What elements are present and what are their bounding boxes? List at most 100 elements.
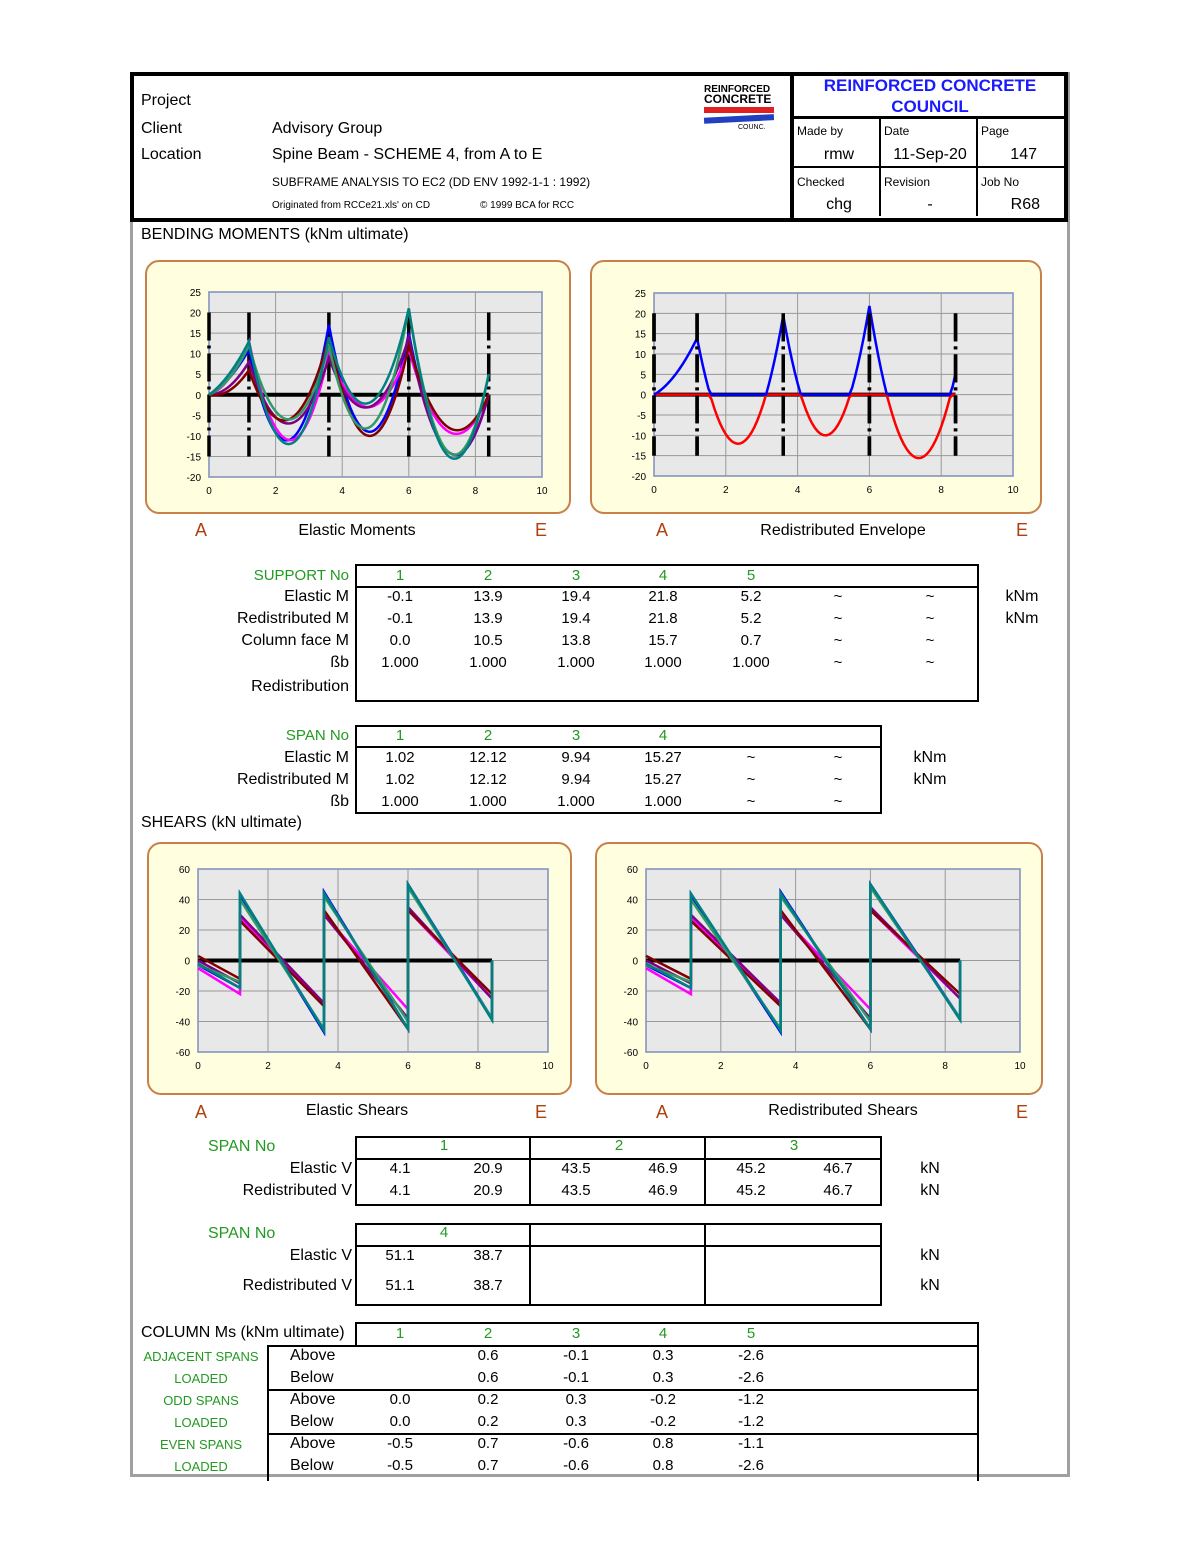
divider	[792, 116, 1064, 119]
support-a-label: A	[194, 1102, 208, 1122]
cell-value: ~	[833, 793, 843, 810]
divider	[704, 1223, 706, 1304]
date-value: 11-Sep-20	[893, 146, 967, 163]
cell-value: 21.8	[648, 610, 678, 627]
support-e-label: E	[1015, 1102, 1029, 1122]
span-number: 3	[571, 727, 581, 744]
y-tick-label: -20	[176, 987, 191, 998]
column-number: 3	[571, 1325, 581, 1342]
divider	[704, 1136, 706, 1204]
unit-label: kNm	[1005, 610, 1039, 627]
row-label: Redistributed V	[242, 1277, 352, 1294]
cell-value: 0.6	[477, 1347, 499, 1364]
group-label: LOADED	[174, 1371, 228, 1386]
row-label: Redistributed M	[236, 610, 349, 627]
support-number: 4	[658, 567, 668, 584]
made-by-value: rmw	[823, 146, 855, 163]
span-number: 4	[439, 1224, 449, 1241]
y-tick-label: 0	[195, 391, 201, 402]
group-label: EVEN SPANS	[159, 1437, 243, 1452]
y-tick-label: 0	[640, 391, 646, 402]
x-tick-label: 2	[273, 486, 279, 497]
job-value: R68	[1010, 196, 1040, 213]
svg-text:COUNC.: COUNC.	[738, 124, 766, 130]
cell-value: 45.2	[736, 1182, 766, 1199]
cell-value: 4.1	[389, 1160, 411, 1177]
column-ms-title: COLUMN Ms (kNm ultimate)	[141, 1324, 345, 1341]
group-label: LOADED	[174, 1459, 228, 1474]
span-number: 2	[483, 727, 493, 744]
series-line-5	[208, 308, 490, 461]
unit-label: kN	[920, 1182, 940, 1199]
cell-value: -0.1	[563, 1369, 589, 1386]
cell-value: 20.9	[473, 1160, 503, 1177]
cell-value: 13.9	[473, 610, 503, 627]
unit-label: kNm	[1005, 588, 1039, 605]
divider	[529, 1223, 531, 1304]
redistributed-envelope-chart: 0 2 4 6 8 10 -20 -15 -10 -5 0 5 10 15 20 25	[590, 260, 1042, 514]
cell-value: ~	[746, 793, 756, 810]
y-tick-label: 15	[190, 329, 202, 340]
cell-value: 1.000	[469, 793, 507, 810]
support-e-label: E	[1015, 520, 1029, 540]
council-title-2: COUNCIL	[891, 97, 969, 116]
cell-value: ~	[925, 610, 935, 627]
redistributed-shears-caption: Redistributed Shears	[768, 1102, 918, 1119]
span-number: 3	[789, 1137, 799, 1154]
date-label: Date	[884, 124, 910, 138]
row-label: Elastic V	[289, 1160, 352, 1177]
x-tick-label: 0	[206, 486, 212, 497]
cell-value: ~	[833, 610, 843, 627]
row-label: Elastic M	[284, 588, 349, 605]
y-tick-label: 25	[635, 289, 647, 300]
group-label: ODD SPANS	[163, 1393, 239, 1408]
cell-value: 1.02	[385, 749, 415, 766]
y-tick-label: 60	[627, 865, 639, 876]
support-e-label: E	[534, 1102, 548, 1122]
cell-value: -2.6	[738, 1369, 764, 1386]
group-label: ADJACENT SPANS	[143, 1349, 259, 1364]
cell-value: 0.7	[477, 1457, 499, 1474]
checked-label: Checked	[797, 175, 845, 189]
x-tick-label: 8	[473, 486, 479, 497]
span-table	[355, 725, 882, 814]
span-no-header: SPAN No	[208, 1138, 276, 1155]
title-block	[130, 72, 1068, 222]
cell-value: 1.02	[385, 771, 415, 788]
span-number: 2	[614, 1137, 624, 1154]
group-label: LOADED	[174, 1415, 228, 1430]
divider	[355, 1158, 880, 1160]
originated-note: Originated from RCCe21.xls' on CD	[272, 200, 431, 211]
y-tick-label: -20	[624, 987, 639, 998]
page-frame	[130, 72, 1070, 1477]
cell-value: ~	[833, 749, 843, 766]
cell-value: -1.2	[738, 1391, 764, 1408]
cell-value: -0.2	[650, 1391, 676, 1408]
cell-value: 46.9	[648, 1160, 678, 1177]
cell-value: ~	[925, 654, 935, 671]
shear-table	[355, 1136, 882, 1206]
divider	[879, 118, 881, 216]
position-label: Below	[290, 1369, 334, 1386]
page-value: 147	[1010, 146, 1037, 163]
cell-value: 1.000	[557, 654, 595, 671]
cell-value: ~	[746, 749, 756, 766]
y-tick-label: -20	[632, 472, 647, 483]
location-value: Spine Beam - SCHEME 4, from A to E	[272, 146, 543, 163]
cell-value: -0.1	[387, 588, 413, 605]
divider	[355, 1245, 880, 1247]
support-e-label: E	[534, 520, 548, 540]
x-tick-label: 6	[405, 1061, 411, 1072]
cell-value: -0.6	[563, 1435, 589, 1452]
cell-value: 51.1	[385, 1277, 415, 1294]
cell-value: 0.3	[652, 1369, 674, 1386]
support-no-header: SUPPORT No	[253, 567, 349, 584]
x-tick-label: 2	[718, 1061, 724, 1072]
project-label: Project	[141, 92, 191, 109]
cell-value: ~	[925, 632, 935, 649]
y-tick-label: 10	[190, 350, 202, 361]
cell-value: -1.1	[738, 1435, 764, 1452]
client-value: Advisory Group	[272, 120, 383, 137]
sagging-envelope-line	[654, 393, 956, 460]
client-label: Client	[141, 120, 182, 137]
